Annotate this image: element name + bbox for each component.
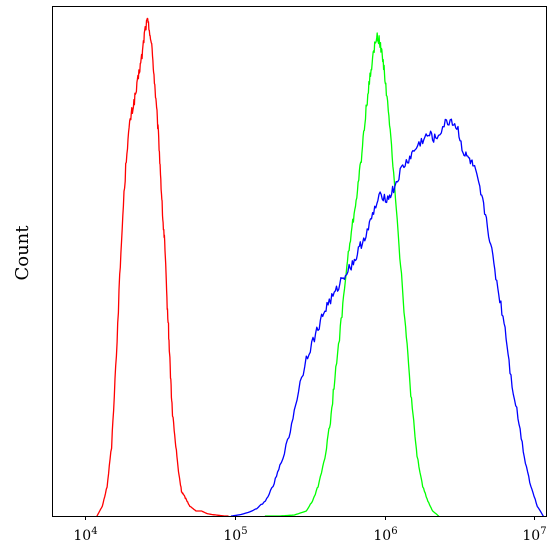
x-tick-label: 104 [73, 526, 97, 544]
x-axis-ticks: 104 105 106 107 [73, 516, 547, 544]
x-tick-exponent: 5 [241, 526, 247, 537]
x-tick-label: 106 [373, 526, 397, 544]
series-red [96, 17, 229, 517]
x-tick-exponent: 7 [540, 526, 546, 537]
x-tick-exponent: 4 [91, 526, 97, 537]
x-tick-base: 10 [373, 528, 391, 544]
x-tick-base: 10 [73, 528, 91, 544]
x-tick-label: 107 [522, 526, 546, 544]
series-blue [230, 118, 544, 517]
series-green [264, 32, 440, 517]
x-tick-base: 10 [223, 528, 241, 544]
plot-frame [52, 6, 547, 517]
series-layer [96, 17, 544, 517]
x-tick-label: 105 [223, 526, 247, 544]
y-axis-label: Count [12, 225, 33, 281]
x-tick-base: 10 [522, 528, 540, 544]
x-tick-exponent: 6 [391, 526, 397, 537]
